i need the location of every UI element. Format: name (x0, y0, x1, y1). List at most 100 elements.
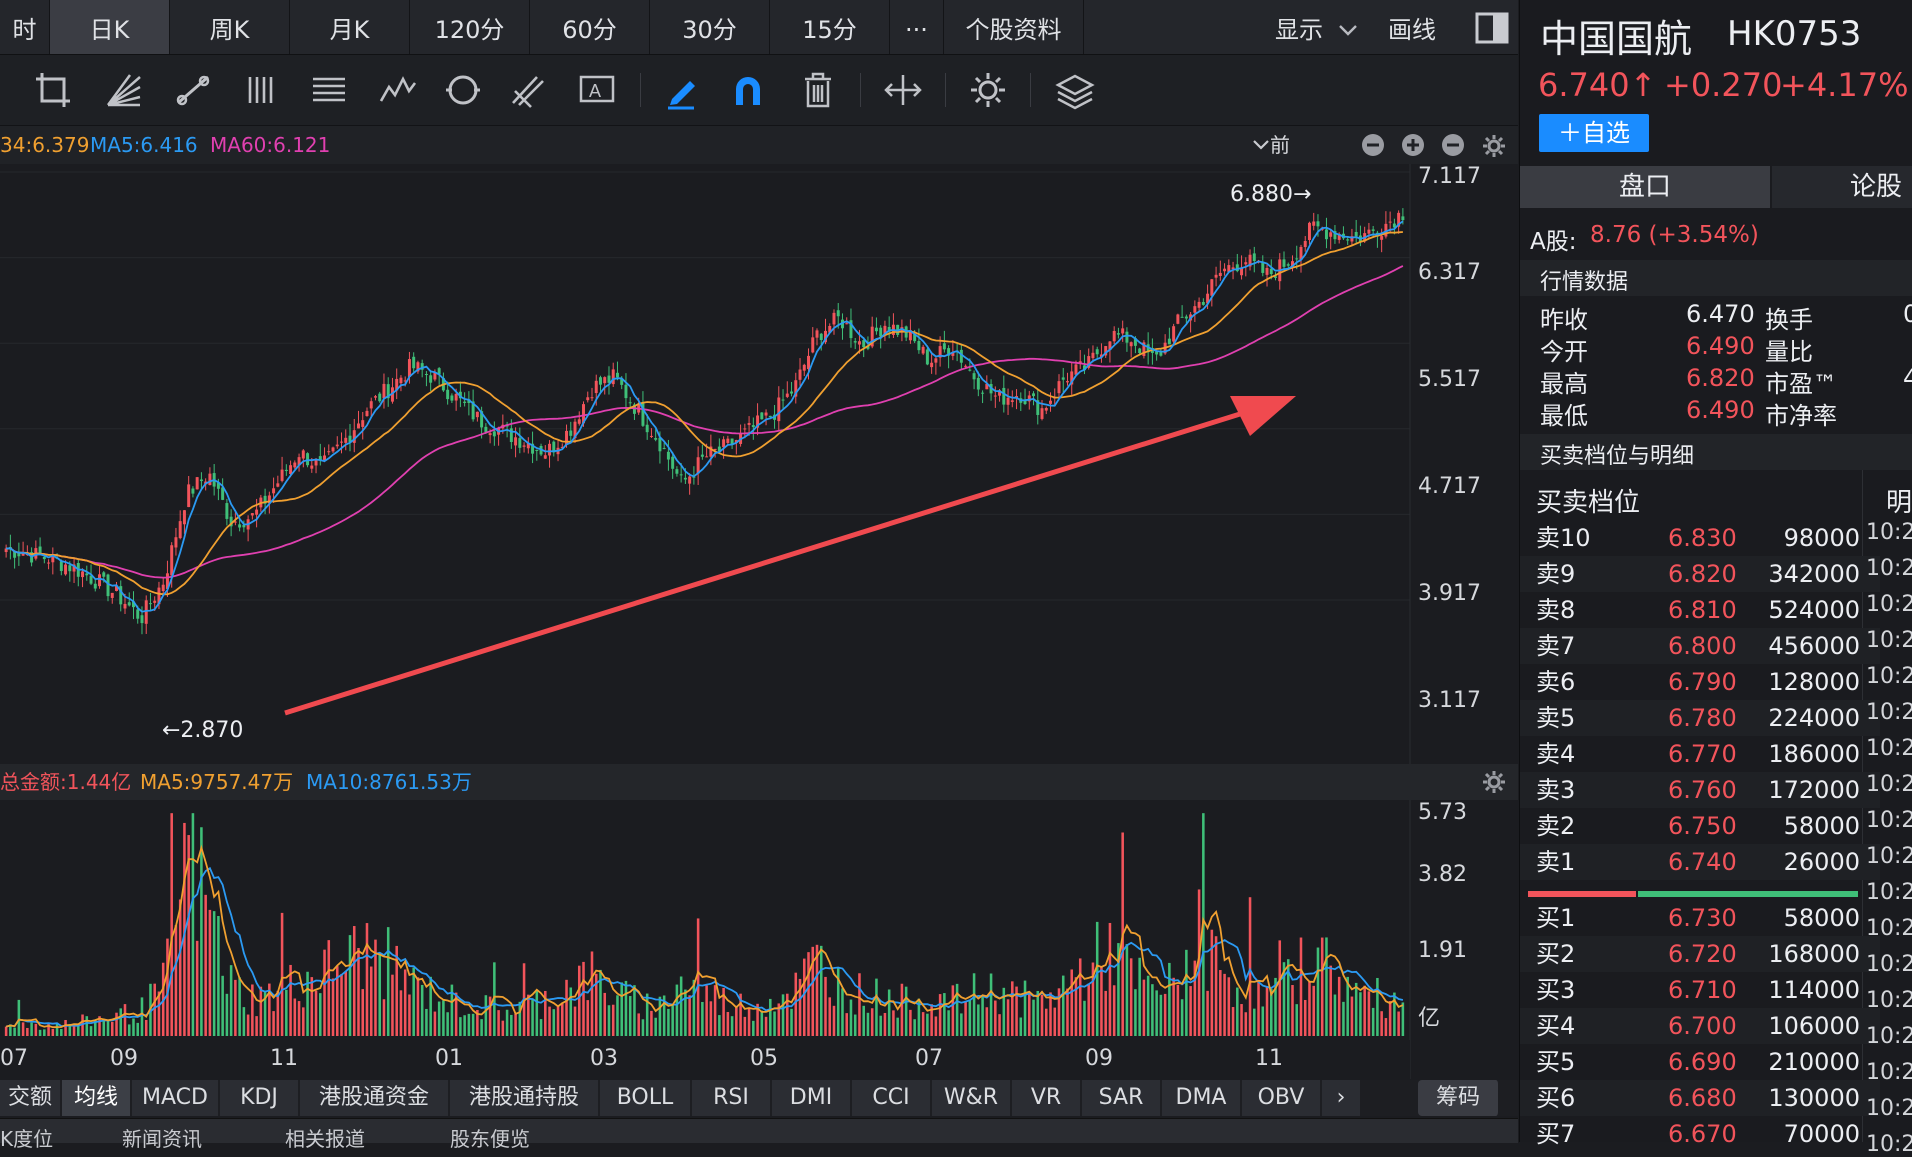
ask-row[interactable]: 卖7 6.800 456000 (1520, 628, 1880, 664)
ask-row[interactable]: 卖5 6.780 224000 (1520, 700, 1880, 736)
tab-timeshare[interactable]: 时 (0, 0, 50, 54)
more-periods-button[interactable]: ··· (890, 0, 944, 54)
ask-row[interactable]: 卖6 6.790 128000 (1520, 664, 1880, 700)
ask-row[interactable]: 卖10 6.830 98000 (1520, 520, 1880, 556)
measure-icon[interactable] (880, 67, 926, 113)
parallel-lines-icon[interactable] (240, 67, 286, 113)
tab-stock-profile[interactable]: 个股资料 (944, 0, 1084, 54)
bottom-tab[interactable]: K度位 (0, 1127, 54, 1151)
tab-weekly-k[interactable]: 周K (170, 0, 290, 54)
text-icon[interactable]: A (575, 67, 621, 113)
pencil-icon[interactable] (660, 67, 706, 113)
tab-daily-k[interactable]: 日K (50, 0, 170, 54)
draw-line-button[interactable]: 画线 (1388, 16, 1436, 44)
ind-rsi[interactable]: RSI (692, 1080, 772, 1116)
bottom-tab-news[interactable]: 新闻资讯 (122, 1127, 202, 1151)
kline-chart-area[interactable]: 7.117 6.317 5.517 4.717 3.917 3.117 6.88… (0, 164, 1518, 1079)
ask-row[interactable]: 卖9 6.820 342000 (1520, 556, 1880, 592)
bid-row[interactable]: 买2 6.720 168000 (1520, 936, 1880, 972)
crop-icon[interactable] (30, 67, 76, 113)
gear-icon[interactable] (1481, 769, 1507, 795)
candle-body (722, 439, 726, 448)
volume-bar (794, 972, 798, 1036)
adjust-dropdown[interactable]: 前复权 (1252, 126, 1290, 233)
settings-icon[interactable] (965, 67, 1011, 113)
collapse-icon[interactable] (1441, 133, 1465, 157)
bottom-tab-shareholders[interactable]: 股东便览 (450, 1127, 530, 1151)
volume-bar (365, 923, 369, 1036)
bid-row[interactable]: 买6 6.680 130000 (1520, 1080, 1880, 1116)
candle-body (624, 384, 628, 399)
gear-icon[interactable] (1481, 133, 1507, 159)
ind-obv[interactable]: OBV (1242, 1080, 1322, 1116)
ind-kdj[interactable]: KDJ (220, 1080, 300, 1116)
volume-bar (1117, 943, 1120, 1036)
candle-body (174, 537, 178, 548)
ind-more-button[interactable]: › (1322, 1080, 1362, 1116)
zoom-out-icon[interactable] (1361, 133, 1385, 157)
ask-row[interactable]: 卖4 6.770 186000 (1520, 736, 1880, 772)
ind-amount[interactable]: 交额 (0, 1080, 62, 1116)
candle-body (1324, 229, 1328, 240)
candle-body (777, 397, 781, 422)
volume-bar (1028, 993, 1031, 1036)
ind-boll[interactable]: BOLL (600, 1080, 692, 1116)
add-watchlist-button[interactable]: ＋自选 (1539, 114, 1649, 152)
candle-body (968, 369, 972, 371)
ind-hk-connect-holding[interactable]: 港股通持股 (450, 1080, 600, 1116)
volume-bar (234, 979, 237, 1036)
panel-toggle-icon[interactable] (1475, 12, 1509, 44)
fan-icon[interactable] (100, 67, 146, 113)
tab-60min[interactable]: 60分 (530, 0, 650, 54)
fib-icon[interactable] (305, 67, 351, 113)
ind-macd[interactable]: MACD (132, 1080, 220, 1116)
candle-body (327, 451, 331, 453)
pitchfork-icon[interactable] (505, 67, 551, 113)
bid-volume: 114000 (1768, 976, 1860, 1004)
tab-monthly-k[interactable]: 月K (290, 0, 410, 54)
volume-bar (272, 1011, 275, 1036)
zoom-in-icon[interactable] (1401, 133, 1425, 157)
tab-120min[interactable]: 120分 (410, 0, 530, 54)
tab-15min[interactable]: 15分 (770, 0, 890, 54)
volume-bar (658, 996, 662, 1036)
trash-icon[interactable] (795, 67, 841, 113)
bid-row[interactable]: 买5 6.690 210000 (1520, 1044, 1880, 1080)
ask-row[interactable]: 卖8 6.810 524000 (1520, 592, 1880, 628)
ind-cci[interactable]: CCI (852, 1080, 932, 1116)
candle-body (242, 524, 246, 528)
layers-icon[interactable] (1052, 67, 1098, 113)
ask-label: 卖8 (1536, 596, 1576, 624)
ask-row[interactable]: 卖2 6.750 58000 (1520, 808, 1880, 844)
wave-icon[interactable] (375, 67, 421, 113)
ask-row[interactable]: 卖1 6.740 26000 (1520, 844, 1880, 880)
bid-row[interactable]: 买1 6.730 58000 (1520, 900, 1880, 936)
ind-hk-connect-flow[interactable]: 港股通资金 (300, 1080, 450, 1116)
ind-dmi[interactable]: DMI (772, 1080, 852, 1116)
ind-wr[interactable]: W&R (932, 1080, 1012, 1116)
bottom-tab-reports[interactable]: 相关报道 (285, 1127, 365, 1151)
cycle-icon[interactable] (440, 67, 486, 113)
line-tool-icon[interactable] (170, 67, 216, 113)
bid-row[interactable]: 买4 6.700 106000 (1520, 1008, 1880, 1044)
candle-body (1078, 361, 1082, 364)
ma60-line (6, 265, 1404, 579)
a-share-label: A股: (1530, 229, 1577, 255)
tab-discussion[interactable]: 论股 (1772, 166, 1912, 208)
ask-row[interactable]: 卖3 6.760 172000 (1520, 772, 1880, 808)
magnet-icon[interactable] (725, 67, 771, 113)
tab-orderbook[interactable]: 盘口 (1520, 166, 1770, 208)
volume-bar (934, 1016, 938, 1036)
ind-ma[interactable]: 均线 (62, 1080, 132, 1116)
chip-distribution-button[interactable]: 筹码 (1418, 1080, 1500, 1116)
display-dropdown[interactable]: 显示 (1275, 0, 1359, 54)
ind-dma[interactable]: DMA (1162, 1080, 1242, 1116)
kline-chart-svg[interactable] (0, 164, 1518, 1079)
bid-row[interactable]: 买3 6.710 114000 (1520, 972, 1880, 1008)
ind-sar[interactable]: SAR (1082, 1080, 1162, 1116)
ind-vr[interactable]: VR (1012, 1080, 1082, 1116)
bid-row[interactable]: 买7 6.670 70000 (1520, 1116, 1880, 1152)
bid-price: 6.690 (1668, 1048, 1737, 1076)
tab-30min[interactable]: 30分 (650, 0, 770, 54)
candle-body (267, 495, 271, 504)
